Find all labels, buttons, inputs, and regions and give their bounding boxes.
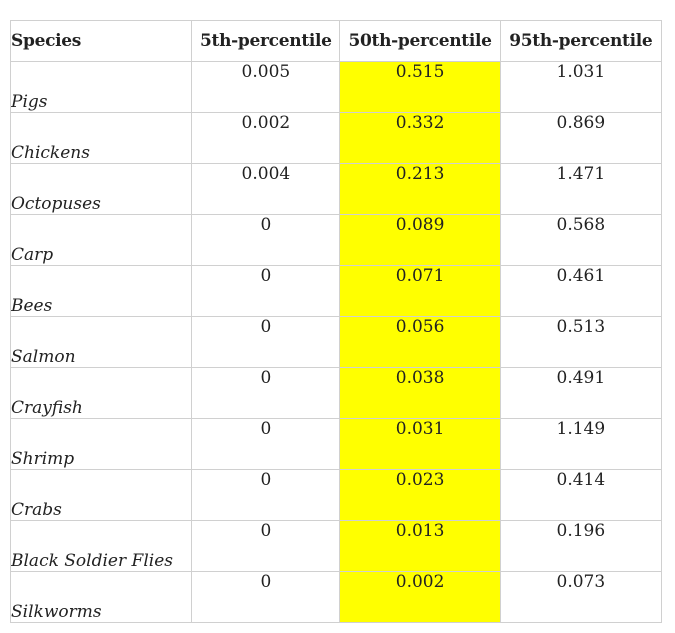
- species-cell: Chickens: [9, 112, 193, 164]
- p95-cell: 0.491: [499, 367, 663, 419]
- table-row: Black Soldier Flies 0 0.013 0.196: [9, 520, 663, 572]
- p5-cell: 0: [191, 418, 341, 470]
- table-row: Octopuses 0.004 0.213 1.471: [9, 163, 663, 215]
- table-row: Bees 0 0.071 0.461: [9, 265, 663, 317]
- table-row: Crayfish 0 0.038 0.491: [9, 367, 663, 419]
- table-row: Chickens 0.002 0.332 0.869: [9, 112, 663, 164]
- p95-cell: 0.513: [499, 316, 663, 368]
- p95-cell: 0.869: [499, 112, 663, 164]
- p5-cell: 0.002: [191, 112, 341, 164]
- species-cell: Salmon: [9, 316, 193, 368]
- p50-cell: 0.056: [339, 316, 501, 368]
- percentile-table: Species 5th-percentile 50th-percentile 9…: [9, 20, 663, 623]
- p50-cell: 0.332: [339, 112, 501, 164]
- p50-cell: 0.515: [339, 61, 501, 113]
- column-header-95th-percentile: 95th-percentile: [499, 20, 663, 62]
- p50-cell: 0.013: [339, 520, 501, 572]
- p50-cell: 0.023: [339, 469, 501, 521]
- header-row: Species 5th-percentile 50th-percentile 9…: [9, 20, 663, 62]
- p5-cell: 0: [191, 469, 341, 521]
- species-cell: Bees: [9, 265, 193, 317]
- p5-cell: 0.004: [191, 163, 341, 215]
- p50-cell: 0.089: [339, 214, 501, 266]
- p50-cell: 0.031: [339, 418, 501, 470]
- p5-cell: 0: [191, 265, 341, 317]
- table-row: Silkworms 0 0.002 0.073: [9, 571, 663, 623]
- species-cell: Silkworms: [9, 571, 193, 623]
- p95-cell: 1.149: [499, 418, 663, 470]
- p5-cell: 0.005: [191, 61, 341, 113]
- p95-cell: 0.568: [499, 214, 663, 266]
- table-row: Carp 0 0.089 0.568: [9, 214, 663, 266]
- species-cell: Shrimp: [9, 418, 193, 470]
- p50-cell: 0.038: [339, 367, 501, 419]
- column-header-50th-percentile: 50th-percentile: [339, 20, 501, 62]
- p5-cell: 0: [191, 571, 341, 623]
- p95-cell: 0.461: [499, 265, 663, 317]
- species-cell: Black Soldier Flies: [9, 520, 193, 572]
- species-cell: Pigs: [9, 61, 193, 113]
- p5-cell: 0: [191, 214, 341, 266]
- table-row: Crabs 0 0.023 0.414: [9, 469, 663, 521]
- table-body: Pigs 0.005 0.515 1.031 Chickens 0.002 0.332 0.8…: [9, 61, 663, 623]
- p50-cell: 0.071: [339, 265, 501, 317]
- column-header-5th-percentile: 5th-percentile: [191, 20, 341, 62]
- p5-cell: 0: [191, 520, 341, 572]
- species-cell: Crabs: [9, 469, 193, 521]
- p50-cell: 0.213: [339, 163, 501, 215]
- table-row: Shrimp 0 0.031 1.149: [9, 418, 663, 470]
- p95-cell: 0.196: [499, 520, 663, 572]
- p95-cell: 1.031: [499, 61, 663, 113]
- p95-cell: 0.073: [499, 571, 663, 623]
- p95-cell: 0.414: [499, 469, 663, 521]
- p5-cell: 0: [191, 316, 341, 368]
- p50-cell: 0.002: [339, 571, 501, 623]
- column-header-species: Species: [9, 20, 193, 62]
- species-cell: Carp: [9, 214, 193, 266]
- p95-cell: 1.471: [499, 163, 663, 215]
- table-row: Pigs 0.005 0.515 1.031: [9, 61, 663, 113]
- species-cell: Crayfish: [9, 367, 193, 419]
- p5-cell: 0: [191, 367, 341, 419]
- species-cell: Octopuses: [9, 163, 193, 215]
- table-row: Salmon 0 0.056 0.513: [9, 316, 663, 368]
